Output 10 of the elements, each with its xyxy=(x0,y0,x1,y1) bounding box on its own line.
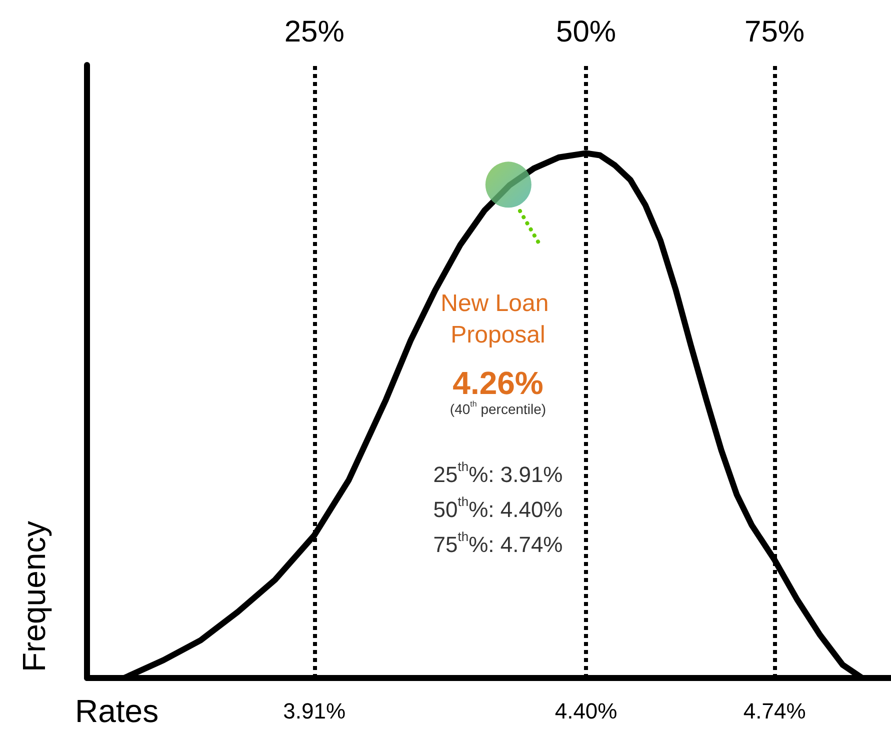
x-axis-title: Rates xyxy=(75,693,159,729)
text: 50% xyxy=(556,16,616,48)
annotation: New Loan Proposal xyxy=(440,290,556,348)
x-tick-label: 3.91% xyxy=(283,698,346,724)
text: 75% xyxy=(744,16,805,48)
x-tick-label: 4.74% xyxy=(743,698,806,724)
x-tick-label: 4.40% xyxy=(554,698,618,724)
text: 25% xyxy=(284,16,344,48)
annotation: 4.26% xyxy=(452,364,544,401)
y-axis-title: Frequency xyxy=(16,520,52,672)
